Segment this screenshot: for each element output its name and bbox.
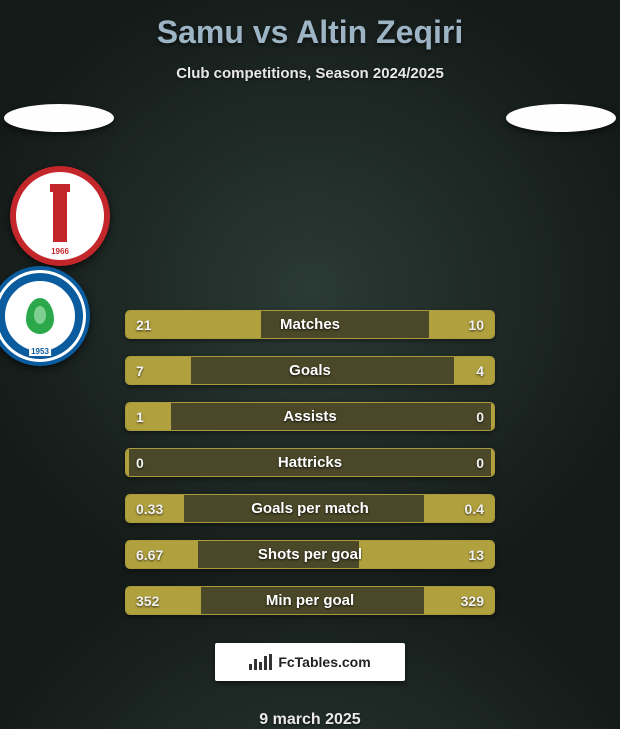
stat-value-right: 10 <box>348 317 484 333</box>
stat-label: Min per goal <box>258 592 362 609</box>
tower-icon <box>53 190 67 242</box>
subtitle: Club competitions, Season 2024/2025 <box>0 65 620 82</box>
comparison-stage: 1966 1953 21Matches107Goals41Assists00Ha… <box>0 110 620 615</box>
date-text: 9 march 2025 <box>0 711 620 729</box>
stat-value-left: 7 <box>136 363 281 379</box>
club-left-year: 1966 <box>51 247 69 256</box>
stat-row: 7Goals4 <box>125 356 495 385</box>
stat-value-right: 0 <box>350 455 484 471</box>
club-right-year: 1953 <box>29 347 51 356</box>
stat-rows: 21Matches107Goals41Assists00Hattricks00.… <box>125 310 495 615</box>
stat-value-left: 1 <box>136 409 275 425</box>
stat-label: Goals <box>281 362 339 379</box>
player-photo-right <box>506 104 616 132</box>
stat-row: 0.33Goals per match0.4 <box>125 494 495 523</box>
stat-row: 21Matches10 <box>125 310 495 339</box>
stat-value-left: 0.33 <box>136 501 243 517</box>
stat-row: 1Assists0 <box>125 402 495 431</box>
stat-label: Hattricks <box>270 454 350 471</box>
player-photo-left <box>4 104 114 132</box>
stat-value-left: 0 <box>136 455 270 471</box>
bars-icon <box>249 654 272 670</box>
stat-row: 352Min per goal329 <box>125 586 495 615</box>
stat-value-left: 21 <box>136 317 272 333</box>
club-badge-left: 1966 <box>10 166 110 266</box>
stat-row: 0Hattricks0 <box>125 448 495 477</box>
stat-value-right: 0.4 <box>377 501 484 517</box>
stat-label: Goals per match <box>243 500 377 517</box>
leaf-icon <box>26 298 54 334</box>
stat-value-left: 6.67 <box>136 547 250 563</box>
bar-right <box>491 449 494 476</box>
stat-label: Assists <box>275 408 344 425</box>
stat-value-left: 352 <box>136 593 258 609</box>
stat-value-right: 0 <box>345 409 484 425</box>
comparison-card: Samu vs Altin Zeqiri Club competitions, … <box>0 0 620 580</box>
bar-left <box>126 449 129 476</box>
bar-right <box>491 403 494 430</box>
brand-badge[interactable]: FcTables.com <box>215 643 405 681</box>
stat-value-right: 13 <box>370 547 484 563</box>
stat-value-right: 4 <box>339 363 484 379</box>
club-badge-right: 1953 <box>0 266 90 366</box>
brand-text: FcTables.com <box>278 654 370 670</box>
page-title: Samu vs Altin Zeqiri <box>0 14 620 51</box>
stat-row: 6.67Shots per goal13 <box>125 540 495 569</box>
stat-label: Shots per goal <box>250 546 370 563</box>
stat-value-right: 329 <box>362 593 484 609</box>
stat-label: Matches <box>272 316 348 333</box>
